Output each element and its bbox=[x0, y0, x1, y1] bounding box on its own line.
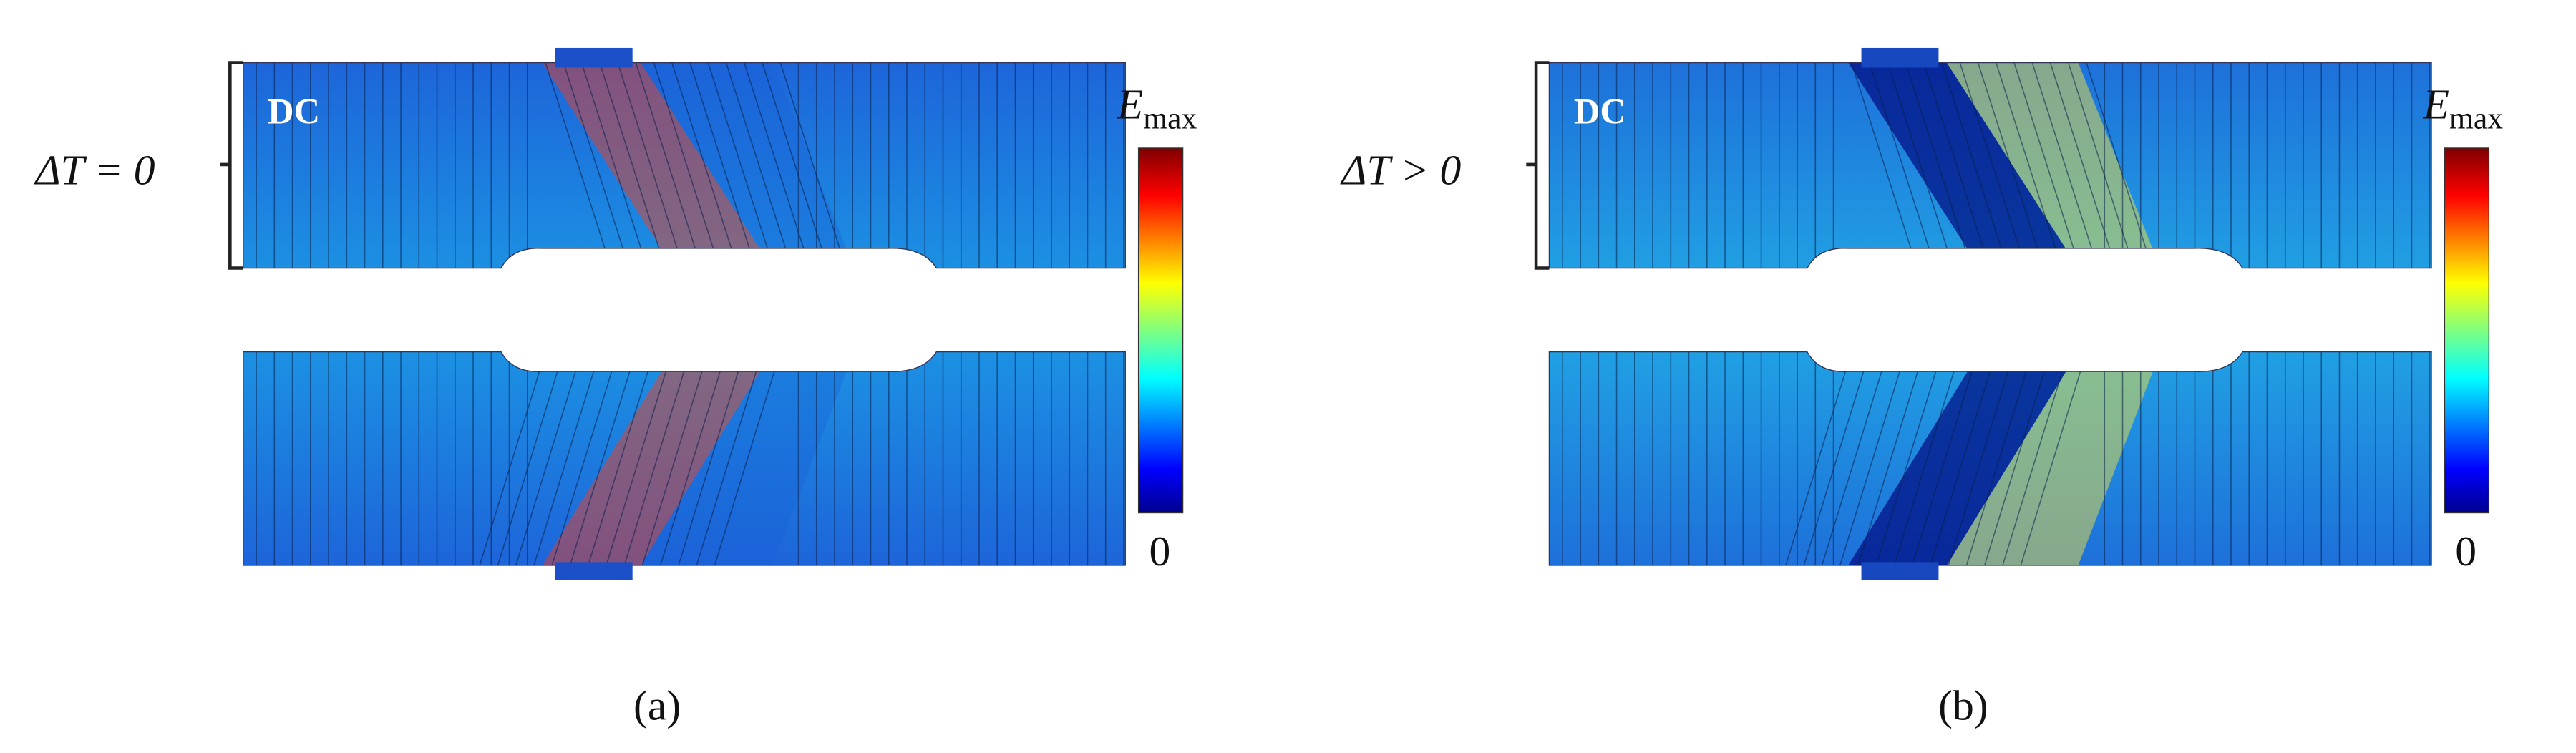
field-line bbox=[689, 62, 757, 268]
diagonal-glow bbox=[1946, 62, 2161, 268]
field-line bbox=[1857, 351, 1925, 565]
field-line bbox=[599, 62, 666, 268]
field-line bbox=[623, 351, 691, 565]
field-line bbox=[1869, 62, 1936, 268]
slab-outline bbox=[1548, 351, 2432, 566]
symbol: E bbox=[1117, 81, 1143, 128]
field-line bbox=[659, 351, 727, 565]
connector bbox=[1861, 47, 1939, 68]
slab bbox=[1549, 62, 2432, 268]
field-line bbox=[1930, 351, 1997, 565]
field-line bbox=[1941, 62, 2008, 268]
colorbar-min-label: 0 bbox=[1150, 528, 1171, 575]
slab-outline bbox=[1548, 62, 2432, 269]
condition-label: ΔT = 0 bbox=[34, 146, 155, 193]
field-line bbox=[606, 351, 673, 565]
field-line bbox=[1983, 351, 2051, 565]
field-line bbox=[671, 62, 739, 268]
slab-field bbox=[243, 351, 1126, 565]
field-line bbox=[635, 62, 702, 268]
field-line bbox=[479, 351, 546, 565]
field-line bbox=[1905, 62, 1973, 268]
field-line bbox=[2031, 62, 2099, 268]
field-line bbox=[1821, 351, 1889, 565]
field-line bbox=[1893, 351, 1961, 565]
region-label: DC bbox=[1574, 92, 1626, 132]
field-line bbox=[533, 351, 601, 565]
subscript: max bbox=[1143, 101, 1197, 135]
field-line bbox=[617, 62, 684, 268]
field-line bbox=[1911, 351, 1979, 565]
subscript: max bbox=[2449, 101, 2503, 135]
slab-field bbox=[243, 62, 1126, 268]
connector bbox=[555, 562, 633, 580]
field-line bbox=[2020, 351, 2087, 565]
field-line bbox=[707, 62, 774, 268]
field-line bbox=[678, 351, 745, 565]
field-line bbox=[725, 62, 793, 268]
field-line bbox=[1785, 351, 1852, 565]
symbol: E bbox=[2423, 81, 2449, 128]
field-line bbox=[653, 62, 721, 268]
diagonal-band bbox=[542, 62, 772, 268]
field-line bbox=[569, 351, 637, 565]
field-line bbox=[1851, 62, 1918, 268]
slab-outline bbox=[243, 351, 1126, 566]
field-line bbox=[1923, 62, 1991, 268]
field-line bbox=[2013, 62, 2081, 268]
field-line bbox=[563, 62, 630, 268]
field-line bbox=[1965, 351, 2033, 565]
panel-label: (b) bbox=[1938, 682, 1988, 729]
field-line bbox=[696, 351, 763, 565]
connector bbox=[1861, 562, 1939, 580]
field-line bbox=[1959, 62, 2026, 268]
field-line bbox=[587, 351, 655, 565]
panel-label: (a) bbox=[633, 682, 681, 729]
field-line bbox=[551, 351, 618, 565]
field-line bbox=[714, 351, 782, 565]
colorbar bbox=[2444, 147, 2490, 514]
region-label: DC bbox=[268, 92, 320, 132]
field-line bbox=[1996, 62, 2063, 268]
condition-label: ΔT > 0 bbox=[1340, 146, 1461, 193]
colorbar-max-label: Emax bbox=[2423, 81, 2504, 136]
slab bbox=[243, 62, 1126, 268]
field-line bbox=[1887, 62, 1954, 268]
field-line bbox=[743, 62, 811, 268]
bracket bbox=[220, 61, 243, 270]
field-line bbox=[1839, 351, 1907, 565]
field-line bbox=[641, 351, 709, 565]
field-line bbox=[1803, 351, 1870, 565]
field-line bbox=[2049, 62, 2117, 268]
slab-outline bbox=[243, 62, 1126, 269]
bracket bbox=[1526, 61, 1550, 270]
panel: ΔT = 0 DC Emax 0 (a) bbox=[34, 47, 1197, 729]
connector bbox=[555, 47, 633, 68]
field-line bbox=[779, 62, 847, 268]
field-line bbox=[1875, 351, 1943, 565]
field-line bbox=[497, 351, 565, 565]
field-line bbox=[580, 62, 648, 268]
panel: ΔT > 0 DC Emax 0 (b) bbox=[1340, 47, 2504, 729]
slab bbox=[243, 351, 1126, 565]
field-line bbox=[2067, 62, 2135, 268]
field-line bbox=[515, 351, 583, 565]
field-line bbox=[1948, 351, 2015, 565]
field-line bbox=[545, 62, 612, 268]
field-line bbox=[2086, 62, 2153, 268]
colorbar bbox=[1137, 147, 1184, 514]
field-line bbox=[762, 62, 829, 268]
field-line bbox=[2002, 351, 2069, 565]
colorbar-max-label: Emax bbox=[1117, 81, 1197, 136]
colorbar-min-label: 0 bbox=[2455, 528, 2477, 575]
slab bbox=[1549, 351, 2432, 565]
diagonal-band bbox=[1848, 62, 2079, 268]
field-line bbox=[1977, 62, 2045, 268]
diagonal-glow bbox=[641, 62, 855, 268]
